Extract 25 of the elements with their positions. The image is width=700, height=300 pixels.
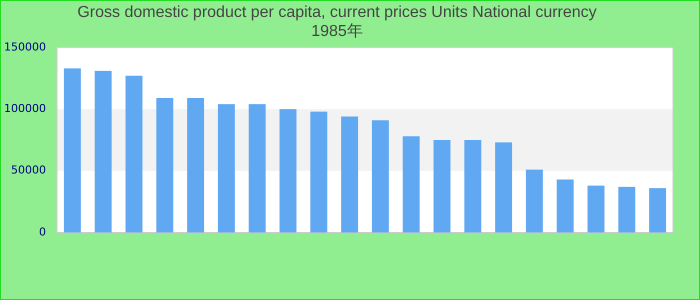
y-tick-label: 50000 xyxy=(10,164,46,177)
bar xyxy=(526,170,543,233)
bar xyxy=(126,76,142,233)
bar xyxy=(588,186,604,233)
bar xyxy=(218,104,235,233)
bar xyxy=(156,98,174,233)
bar xyxy=(372,120,389,233)
bar xyxy=(495,142,512,233)
bar xyxy=(310,112,328,233)
bar xyxy=(434,140,450,233)
bar xyxy=(341,116,358,233)
bar xyxy=(402,136,420,233)
bar xyxy=(618,186,636,233)
y-tick-label: 150000 xyxy=(4,40,46,54)
bar xyxy=(280,109,296,233)
bar xyxy=(187,98,204,233)
bar xyxy=(649,188,666,233)
y-tick-label: 0 xyxy=(38,225,46,238)
bar xyxy=(248,104,266,233)
bar xyxy=(94,70,112,233)
bar xyxy=(64,68,81,233)
chart-title: Gross domestic product per capita, current prices Units National currency 1985年 xyxy=(77,4,597,40)
y-tick-label: 100000 xyxy=(4,102,46,115)
bar xyxy=(464,140,482,233)
bar xyxy=(556,179,574,233)
